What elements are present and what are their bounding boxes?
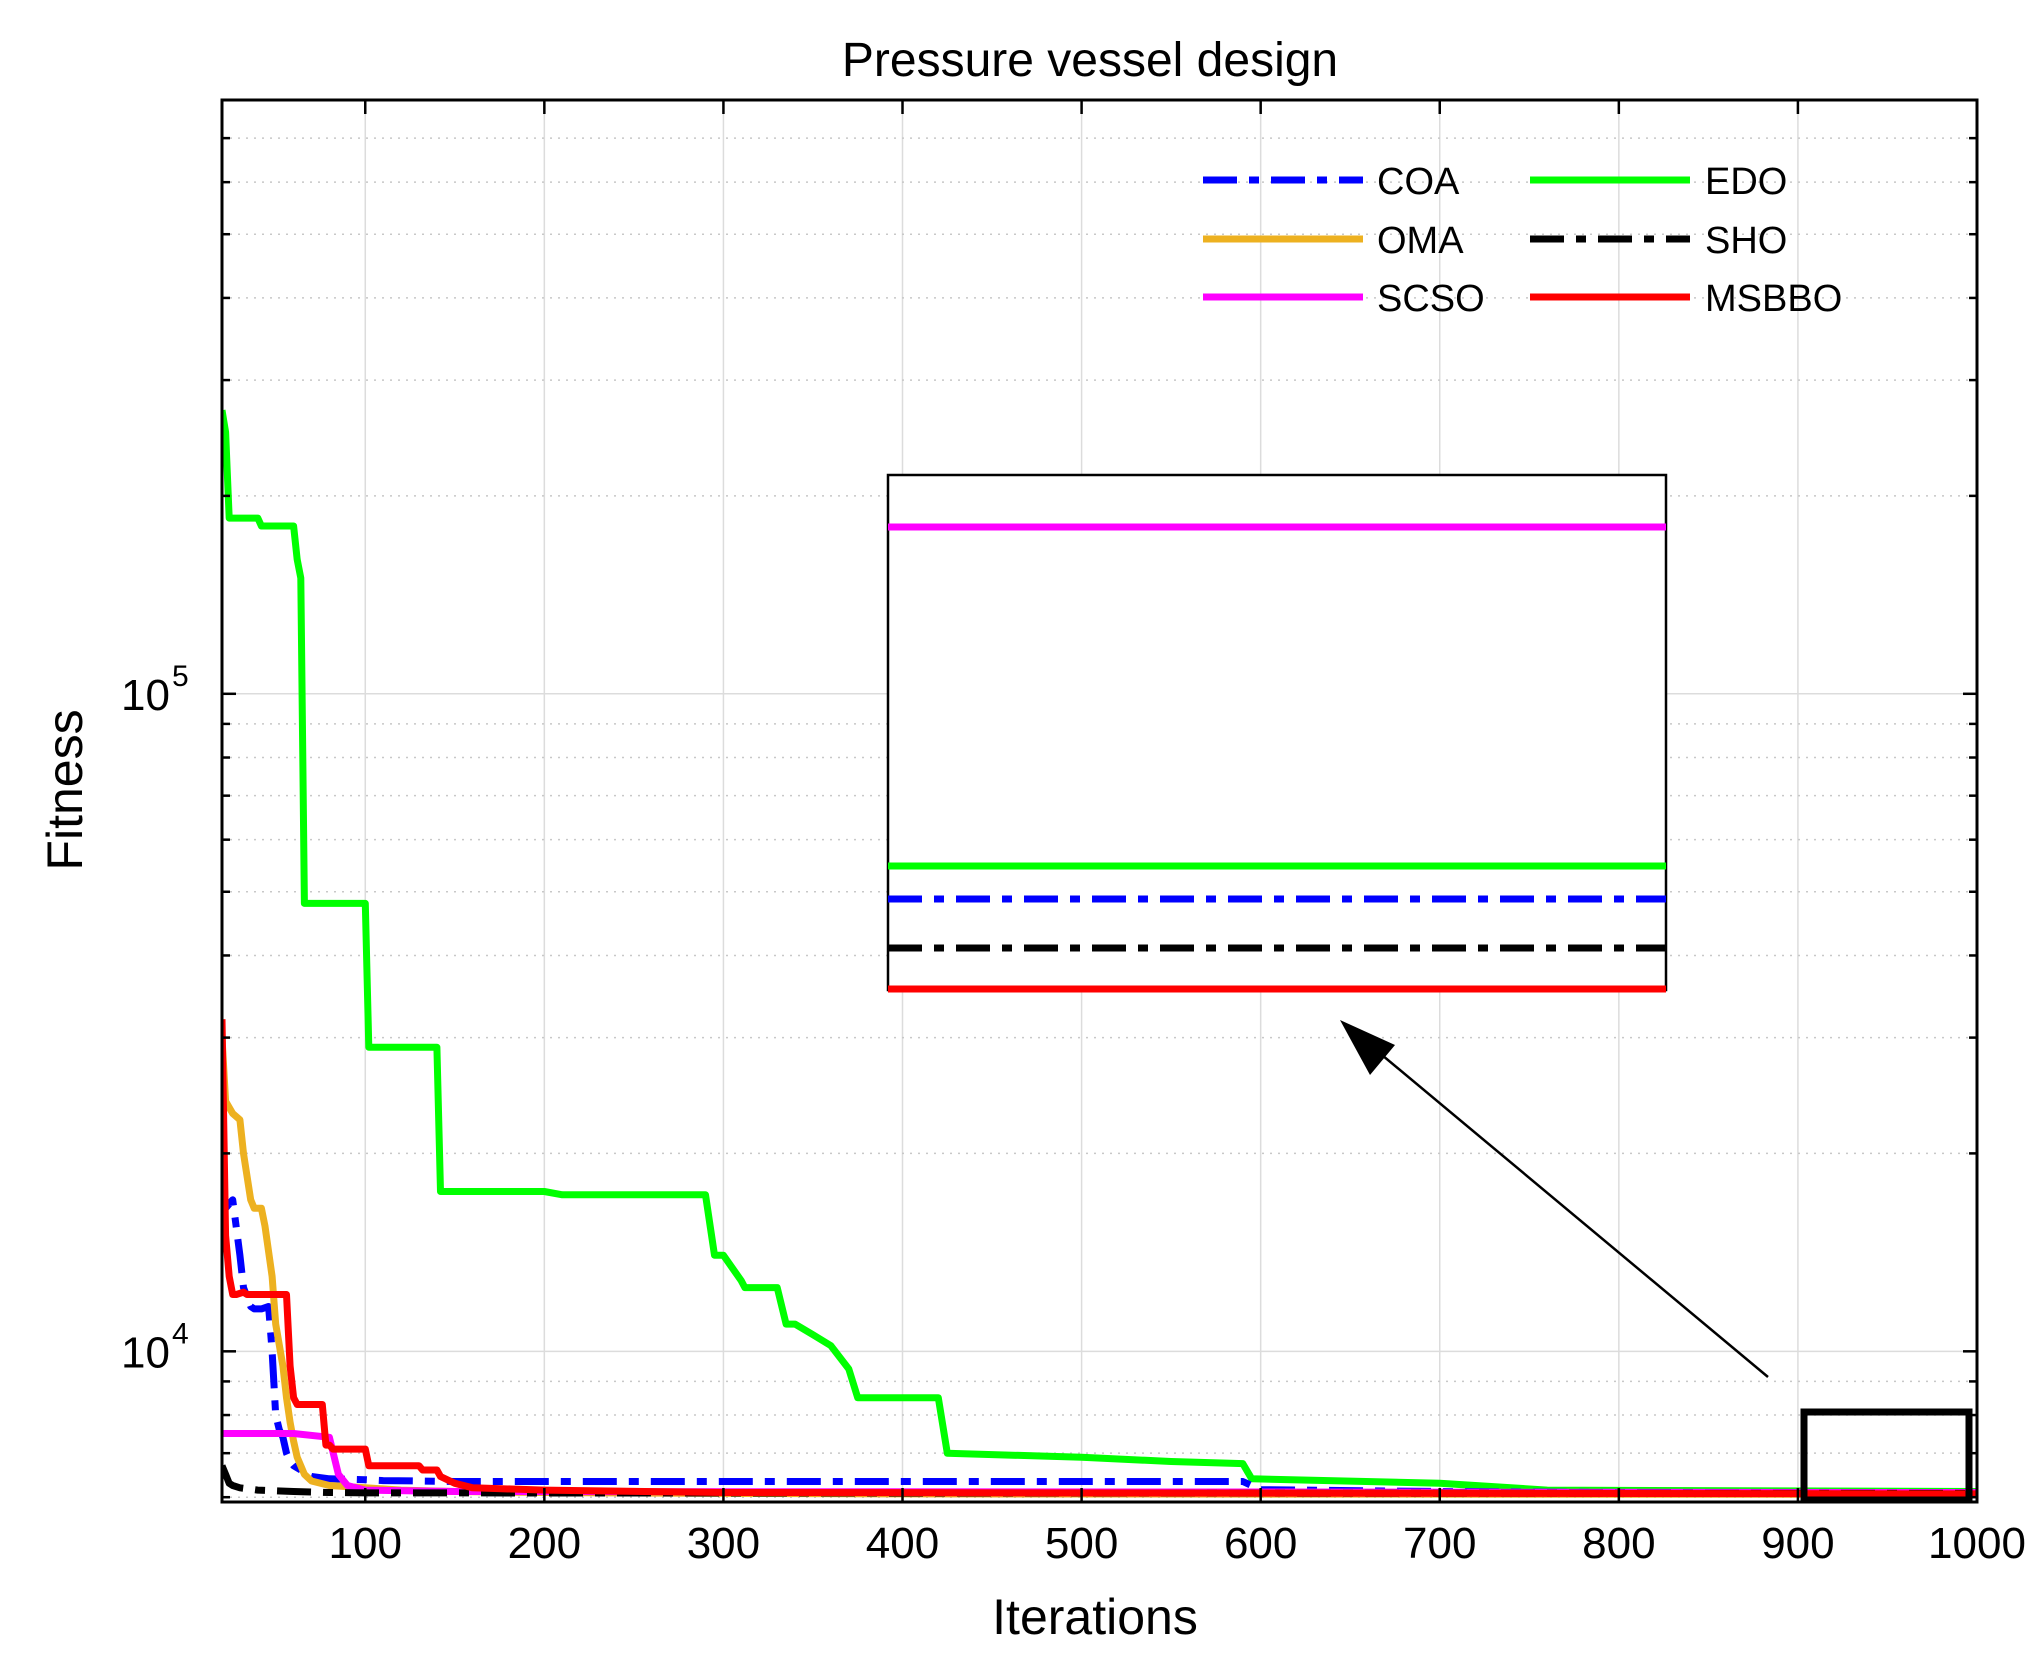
- legend-label: MSBBO: [1705, 278, 1842, 320]
- y-axis-label: Fitness: [37, 709, 93, 870]
- legend-label: EDO: [1705, 161, 1787, 203]
- y-tick-label-exponent: 5: [172, 660, 189, 693]
- y-tick-label: 10 5: [121, 660, 189, 720]
- series-line-edo: [222, 409, 1977, 1495]
- plot-frame: [220, 98, 1979, 1504]
- x-tick-label: 800: [1582, 1519, 1655, 1568]
- series-line-sho: [222, 1464, 1977, 1497]
- x-tick-label: 300: [687, 1519, 760, 1568]
- y-tick-label-base: 10: [121, 1328, 170, 1377]
- x-tick-label: 900: [1761, 1519, 1834, 1568]
- arrow-shaft: [1351, 1029, 1769, 1378]
- legend-entry-sho: SHO: [1530, 220, 1787, 262]
- axis-ticks: [222, 98, 1979, 1502]
- legend-entry-msbbo: MSBBO: [1530, 278, 1842, 320]
- legend-entry-coa: COA: [1203, 161, 1460, 203]
- zoom-region-box: [1800, 1408, 1973, 1504]
- x-tick-label: 100: [329, 1519, 402, 1568]
- y-tick-label-base: 10: [121, 671, 170, 720]
- zoom-inset: [886, 473, 1668, 993]
- series-line-coa: [222, 1190, 1977, 1497]
- inset-lines: [888, 523, 1666, 993]
- x-tick-label: 1000: [1928, 1519, 2026, 1568]
- x-tick-label: 200: [508, 1519, 581, 1568]
- legend-entry-oma: OMA: [1203, 220, 1464, 262]
- y-tick-label: 10 4: [121, 1317, 189, 1377]
- legend-entry-scso: SCSO: [1203, 278, 1485, 320]
- x-axis-label: Iterations: [992, 1589, 1198, 1645]
- chart-title: Pressure vessel design: [842, 34, 1338, 87]
- y-tick-label-exponent: 4: [172, 1317, 189, 1350]
- x-tick-label: 400: [866, 1519, 939, 1568]
- legend-entry-edo: EDO: [1530, 161, 1787, 203]
- inset-frame: [886, 473, 1668, 992]
- zoom-arrow: [1340, 1020, 1769, 1378]
- x-tick-label: 500: [1045, 1519, 1118, 1568]
- series-layer: [222, 409, 1977, 1498]
- series-line-msbbo: [222, 1019, 1977, 1498]
- x-tick-label: 700: [1403, 1519, 1476, 1568]
- legend: COA EDO OMA SHO SCSO MSBBO: [1203, 161, 1842, 320]
- legend-label: SHO: [1705, 220, 1787, 262]
- legend-label: OMA: [1377, 220, 1464, 262]
- legend-label: COA: [1377, 161, 1460, 203]
- arrow-head: [1340, 1020, 1395, 1075]
- legend-label: SCSO: [1377, 278, 1485, 320]
- x-tick-label: 600: [1224, 1519, 1297, 1568]
